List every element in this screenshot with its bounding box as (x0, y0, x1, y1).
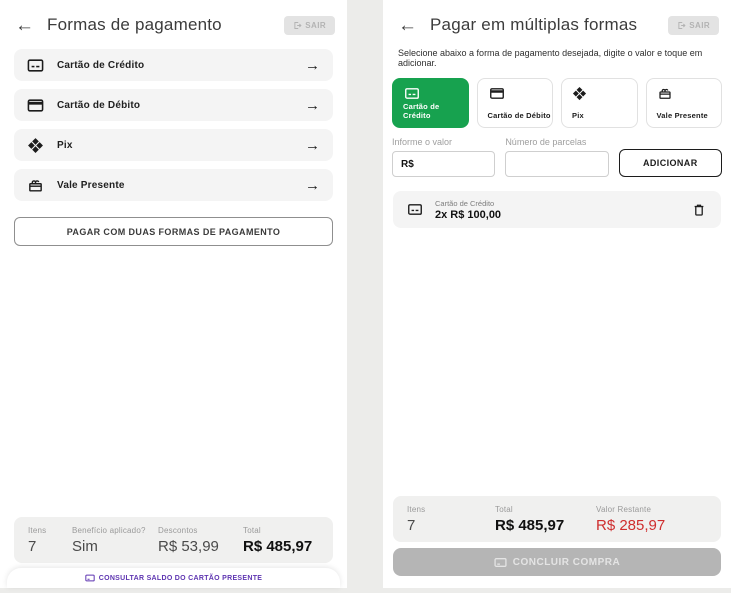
summary-total: Total R$ 485,97 (495, 505, 596, 534)
option-card-label: Cartão de Crédito (403, 102, 440, 120)
back-arrow-icon[interactable]: ← (398, 14, 417, 36)
multi-payment-panel: ← Pagar em múltiplas formas SAIR Selecio… (383, 0, 731, 588)
credit-card-icon (27, 57, 44, 74)
gift-card-balance-button[interactable]: CONSULTAR SALDO DO CARTÃO PRESENTE (7, 568, 340, 588)
right-header: ← Pagar em múltiplas formas SAIR (383, 0, 731, 47)
summary-remaining-label: Valor Restante (596, 505, 652, 514)
summary-total-value: R$ 485,97 (243, 538, 313, 555)
logout-icon (294, 21, 302, 29)
method-item-label: Pix (57, 139, 73, 151)
payment-option-cards: Cartão de Crédito Cartão de Débito Pix V… (383, 78, 731, 128)
exit-label: SAIR (689, 20, 710, 30)
option-card-pix[interactable]: Pix (561, 78, 638, 128)
credit-card-icon (403, 86, 421, 101)
pix-icon (27, 137, 44, 154)
method-item-debit-card[interactable]: Cartão de Débito → (14, 89, 333, 121)
instruction-text: Selecione abaixo a forma de pagamento de… (398, 48, 703, 68)
arrow-right-icon: → (305, 56, 320, 74)
card-icon (85, 574, 95, 582)
installments-field-group: Número de parcelas (505, 137, 609, 177)
arrow-right-icon: → (305, 136, 320, 154)
value-field-group: Informe o valor (392, 137, 496, 177)
summary-discount: Descontos R$ 53,99 (158, 526, 243, 555)
gift-icon (657, 86, 675, 101)
value-field-label: Informe o valor (392, 137, 453, 147)
added-payment-row: Cartão de Crédito 2x R$ 100,00 (393, 191, 721, 228)
method-item-label: Cartão de Débito (57, 99, 141, 111)
add-payment-form: Informe o valor Número de parcelas ADICI… (383, 128, 731, 177)
confirm-purchase-label: CONCLUIR COMPRA (512, 556, 621, 568)
option-card-label: Pix (572, 111, 584, 120)
order-summary: Itens 7 Benefício aplicado? Sim Desconto… (14, 517, 333, 563)
multi-payment-summary: Itens 7 Total R$ 485,97 Valor Restante R… (393, 496, 721, 542)
option-card-label: Cartão de Débito (487, 111, 551, 120)
summary-items-value: 7 (28, 538, 37, 555)
summary-benefit-label: Benefício aplicado? (72, 526, 146, 535)
confirm-purchase-button[interactable]: CONCLUIR COMPRA (393, 548, 721, 576)
summary-items-label: Itens (28, 526, 47, 535)
summary-discount-label: Descontos (158, 526, 198, 535)
payment-methods-panel: ← Formas de pagamento SAIR Cartão de Cré… (0, 0, 347, 588)
debit-card-icon (488, 86, 506, 101)
page-title: Formas de pagamento (47, 15, 222, 34)
method-item-gift-card[interactable]: Vale Presente → (14, 169, 333, 201)
option-card-debit-card[interactable]: Cartão de Débito (476, 78, 553, 128)
delete-payment-button[interactable] (692, 202, 708, 218)
pix-icon (572, 86, 590, 101)
pay-two-forms-button[interactable]: PAGAR COM DUAS FORMAS DE PAGAMENTO (14, 217, 333, 246)
page-title: Pagar em múltiplas formas (430, 15, 638, 34)
option-card-gift-card[interactable]: Vale Presente (645, 78, 722, 128)
arrow-right-icon: → (305, 96, 320, 114)
summary-items: Itens 7 (14, 526, 72, 555)
installments-input[interactable] (505, 151, 609, 177)
value-input[interactable] (392, 151, 496, 177)
summary-benefit-value: Sim (72, 538, 98, 555)
gift-icon (27, 177, 44, 194)
summary-total-label: Total (243, 526, 261, 535)
added-payment-method: Cartão de Crédito (435, 198, 495, 208)
summary-items-label: Itens (407, 505, 426, 514)
installments-field-label: Número de parcelas (505, 137, 587, 147)
added-payment-info: Cartão de Crédito 2x R$ 100,00 (435, 199, 501, 221)
credit-card-icon (406, 202, 424, 217)
trash-icon (694, 204, 704, 216)
summary-total-label: Total (495, 505, 513, 514)
logout-icon (678, 21, 686, 29)
payment-method-list: Cartão de Crédito → Cartão de Débito → P… (0, 47, 347, 201)
exit-label: SAIR (305, 20, 326, 30)
summary-total: Total R$ 485,97 (243, 526, 333, 555)
back-arrow-icon[interactable]: ← (15, 14, 34, 36)
summary-remaining: Valor Restante R$ 285,97 (596, 505, 721, 534)
method-item-label: Vale Presente (57, 179, 125, 191)
left-header: ← Formas de pagamento SAIR (0, 0, 347, 47)
debit-card-icon (27, 97, 44, 114)
option-card-credit-card[interactable]: Cartão de Crédito (392, 78, 469, 128)
summary-items: Itens 7 (393, 505, 495, 534)
gift-card-balance-label: CONSULTAR SALDO DO CARTÃO PRESENTE (98, 574, 263, 582)
method-item-pix[interactable]: Pix → (14, 129, 333, 161)
arrow-right-icon: → (305, 176, 320, 194)
method-item-label: Cartão de Crédito (57, 59, 145, 71)
method-item-credit-card[interactable]: Cartão de Crédito → (14, 49, 333, 81)
summary-discount-value: R$ 53,99 (158, 538, 219, 555)
summary-items-value: 7 (407, 517, 416, 534)
added-payment-amount: 2x R$ 100,00 (435, 208, 502, 221)
exit-button[interactable]: SAIR (668, 15, 719, 35)
add-payment-button[interactable]: ADICIONAR (618, 149, 722, 177)
card-icon (494, 557, 507, 567)
option-card-label: Vale Presente (656, 111, 708, 120)
summary-remaining-value: R$ 285,97 (596, 517, 666, 534)
summary-benefit: Benefício aplicado? Sim (72, 526, 158, 555)
summary-total-value: R$ 485,97 (495, 517, 565, 534)
exit-button[interactable]: SAIR (284, 15, 335, 35)
